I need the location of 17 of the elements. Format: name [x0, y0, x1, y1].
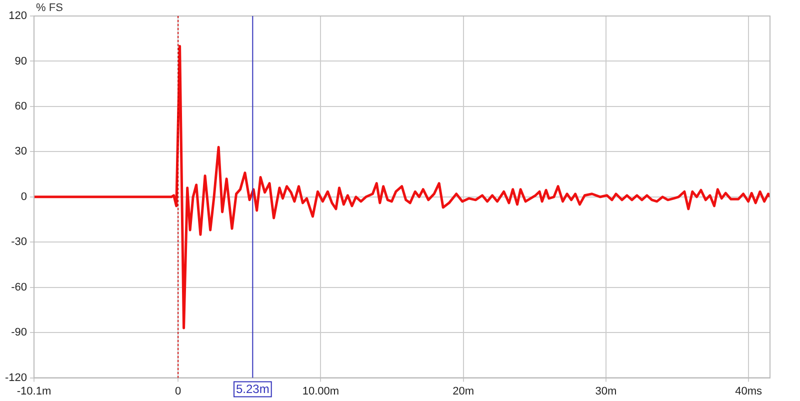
x-tick-label: 30m [595, 385, 617, 398]
y-tick-label: 90 [14, 55, 28, 68]
x-tick-label: 0 [175, 385, 182, 398]
y-tick-label: 30 [14, 146, 28, 158]
y-tick-label: 60 [14, 100, 28, 112]
ref-line-label: 5.23m [236, 382, 270, 396]
y-tick-label: -120 [4, 372, 28, 384]
y-tick-label: -60 [11, 281, 28, 294]
y-tick-label: 120 [8, 10, 28, 22]
x-tick-label: 40ms [735, 385, 763, 398]
x-tick-label: 10.00m [302, 385, 340, 398]
y-tick-label: -30 [11, 236, 28, 248]
y-tick-label: 0 [20, 190, 28, 203]
x-tick-label: -10.1m [16, 385, 52, 398]
x-tick-label: 20m [452, 385, 474, 398]
y-axis-title: % FS [36, 2, 63, 14]
y-tick-label: -90 [11, 326, 28, 339]
